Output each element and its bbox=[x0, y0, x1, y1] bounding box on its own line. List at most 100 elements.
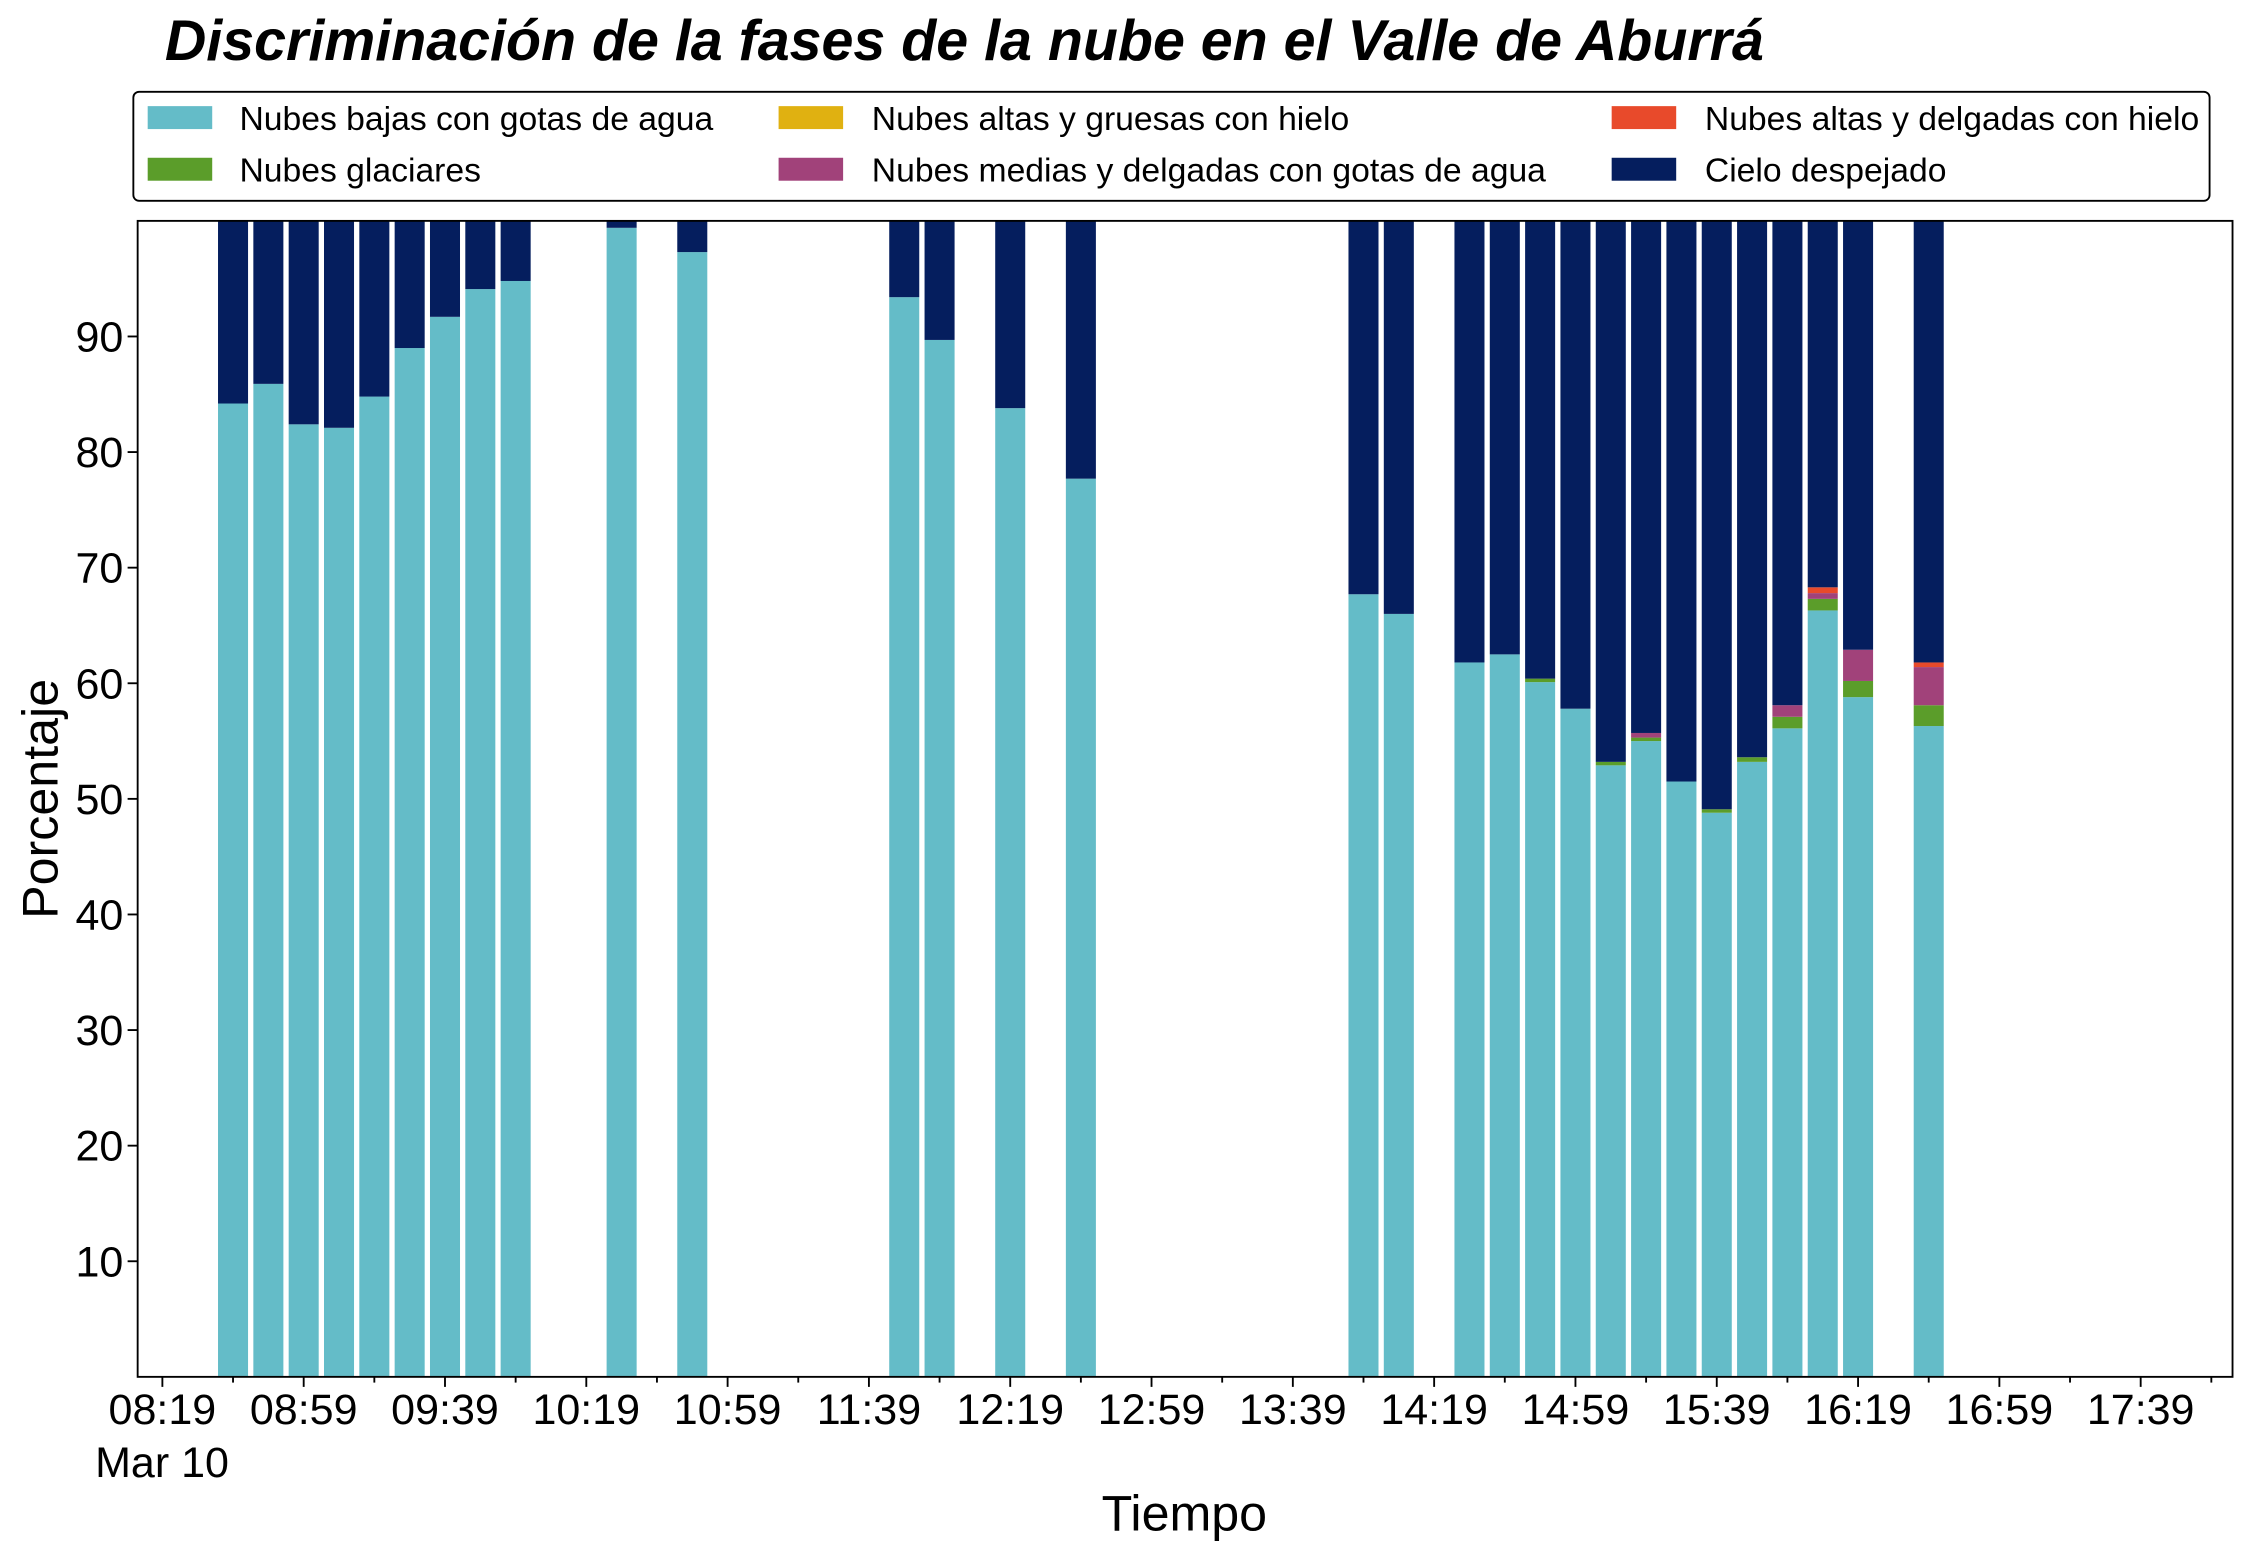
bar-0949-clear-sky bbox=[465, 220, 496, 290]
bar-1559-clear-sky bbox=[1772, 220, 1803, 706]
bar-1619-glacier-clouds bbox=[1843, 680, 1874, 698]
bar-1359-clear-sky bbox=[1348, 220, 1379, 595]
bar-1559-low-water-clouds bbox=[1772, 728, 1803, 1377]
bar-1559-glacier-clouds bbox=[1772, 716, 1803, 729]
y-tick-label: 50 bbox=[75, 776, 123, 824]
bar-1609-low-water-clouds bbox=[1807, 610, 1838, 1377]
y-tick-label: 70 bbox=[75, 545, 123, 593]
legend-label: Nubes glaciares bbox=[239, 151, 481, 189]
bar-1539-glacier-clouds bbox=[1701, 809, 1732, 813]
bar-1219-low-water-clouds bbox=[995, 408, 1026, 1377]
legend-swatch bbox=[147, 157, 213, 181]
bar-1449-glacier-clouds bbox=[1525, 678, 1556, 683]
y-tick-label: 10 bbox=[75, 1238, 123, 1286]
legend-label: Nubes altas y delgadas con hielo bbox=[1705, 100, 2199, 138]
bar-1549-low-water-clouds bbox=[1737, 761, 1768, 1377]
y-tick-label: 30 bbox=[75, 1007, 123, 1055]
y-tick-label: 40 bbox=[75, 892, 123, 940]
bar-1459-low-water-clouds bbox=[1560, 708, 1591, 1377]
bar-1429-low-water-clouds bbox=[1454, 662, 1485, 1377]
x-tick-label: 08:59 bbox=[250, 1386, 358, 1434]
bar-0839-low-water-clouds bbox=[218, 403, 249, 1377]
bar-0909-low-water-clouds bbox=[323, 427, 355, 1377]
bar-0919-low-water-clouds bbox=[359, 396, 390, 1377]
bar-1559-medium-water-clouds bbox=[1772, 705, 1803, 717]
legend-item-low-water-clouds: Nubes bajas con gotas de agua bbox=[147, 100, 714, 138]
x-tick-label: 10:19 bbox=[532, 1386, 640, 1434]
bar-1509-clear-sky bbox=[1595, 220, 1626, 762]
bar-1049-low-water-clouds bbox=[677, 252, 708, 1377]
bar-0929-low-water-clouds bbox=[394, 348, 425, 1377]
bar-1449-clear-sky bbox=[1525, 220, 1556, 679]
x-tick-label: 14:19 bbox=[1380, 1386, 1488, 1434]
x-tick-label: 12:59 bbox=[1098, 1386, 1206, 1434]
bar-1639-glacier-clouds bbox=[1913, 705, 1944, 727]
y-axis: 10 20 30 40 50 60 70 80 90 bbox=[75, 314, 138, 1286]
bar-1049-clear-sky bbox=[677, 220, 708, 253]
x-tick-label: 17:39 bbox=[2087, 1386, 2195, 1434]
bar-1639-clear-sky bbox=[1913, 220, 1944, 663]
bar-1359-low-water-clouds bbox=[1348, 594, 1379, 1377]
bar-0849-clear-sky bbox=[253, 220, 284, 384]
x-tick-label: 08:19 bbox=[109, 1386, 217, 1434]
bar-1639-low-water-clouds bbox=[1913, 726, 1944, 1377]
legend-label: Nubes altas y gruesas con hielo bbox=[872, 100, 1349, 138]
bar-1429-clear-sky bbox=[1454, 220, 1485, 663]
legend-swatch bbox=[778, 106, 844, 130]
bar-1519-glacier-clouds bbox=[1631, 737, 1662, 742]
bars bbox=[218, 220, 1944, 1377]
bar-0949-low-water-clouds bbox=[465, 289, 496, 1377]
bar-1619-low-water-clouds bbox=[1843, 697, 1874, 1377]
bar-1639-medium-water-clouds bbox=[1913, 667, 1944, 706]
bar-1609-glacier-clouds bbox=[1807, 598, 1838, 611]
bar-1639-thin-ice-clouds bbox=[1913, 662, 1944, 668]
x-tick-label: 13:39 bbox=[1239, 1386, 1347, 1434]
bar-0909-clear-sky bbox=[323, 220, 355, 428]
bar-1239-low-water-clouds bbox=[1065, 478, 1096, 1377]
bar-1549-clear-sky bbox=[1737, 220, 1768, 758]
bar-0849-low-water-clouds bbox=[253, 383, 284, 1377]
legend-swatch bbox=[778, 157, 844, 181]
bar-1619-medium-water-clouds bbox=[1843, 649, 1874, 681]
bar-1519-medium-water-clouds bbox=[1631, 732, 1662, 738]
x-tick-label: 12:19 bbox=[956, 1386, 1064, 1434]
bar-1159-low-water-clouds bbox=[924, 339, 955, 1377]
x-tick-label: 16:59 bbox=[1946, 1386, 2054, 1434]
bar-1449-low-water-clouds bbox=[1525, 682, 1556, 1377]
bar-1529-low-water-clouds bbox=[1666, 781, 1697, 1377]
bar-1609-thin-ice-clouds bbox=[1807, 587, 1838, 594]
x-tick-label: 10:59 bbox=[674, 1386, 782, 1434]
legend-item-thin-ice-clouds: Nubes altas y delgadas con hielo bbox=[1611, 100, 2199, 138]
bar-1029-clear-sky bbox=[606, 220, 637, 228]
bar-1149-clear-sky bbox=[889, 220, 920, 298]
bar-0859-clear-sky bbox=[288, 220, 319, 425]
legend-item-thick-ice-clouds: Nubes altas y gruesas con hielo bbox=[778, 100, 1349, 138]
bar-1159-clear-sky bbox=[924, 220, 955, 340]
bar-1149-low-water-clouds bbox=[889, 297, 920, 1377]
bar-1219-clear-sky bbox=[995, 220, 1026, 409]
x-tick-label: 11:39 bbox=[817, 1386, 921, 1434]
legend-swatch bbox=[1611, 157, 1677, 181]
x-date-label: Mar 10 bbox=[95, 1439, 229, 1487]
bar-0859-low-water-clouds bbox=[288, 424, 319, 1377]
bar-1029-low-water-clouds bbox=[606, 227, 637, 1377]
bar-1619-clear-sky bbox=[1843, 220, 1874, 650]
bar-1539-clear-sky bbox=[1701, 220, 1732, 810]
bar-1549-glacier-clouds bbox=[1737, 757, 1768, 762]
bar-1509-low-water-clouds bbox=[1595, 765, 1626, 1377]
bar-0939-clear-sky bbox=[429, 220, 461, 317]
bar-1439-clear-sky bbox=[1489, 220, 1520, 655]
bar-0959-clear-sky bbox=[500, 220, 531, 281]
legend-item-medium-water-clouds: Nubes medias y delgadas con gotas de agu… bbox=[778, 151, 1546, 189]
x-tick-label: 16:19 bbox=[1804, 1386, 1912, 1434]
bar-1609-clear-sky bbox=[1807, 220, 1838, 588]
y-tick-label: 80 bbox=[75, 429, 123, 477]
bar-0959-low-water-clouds bbox=[500, 280, 531, 1377]
legend: Nubes bajas con gotas de agua Nubes glac… bbox=[132, 90, 2211, 202]
legend-item-glacier-clouds: Nubes glaciares bbox=[147, 151, 481, 189]
bar-1439-low-water-clouds bbox=[1489, 654, 1520, 1377]
x-axis-label: Tiempo bbox=[1102, 1485, 1267, 1541]
bar-1409-low-water-clouds bbox=[1383, 613, 1414, 1377]
bar-1509-glacier-clouds bbox=[1595, 761, 1626, 766]
